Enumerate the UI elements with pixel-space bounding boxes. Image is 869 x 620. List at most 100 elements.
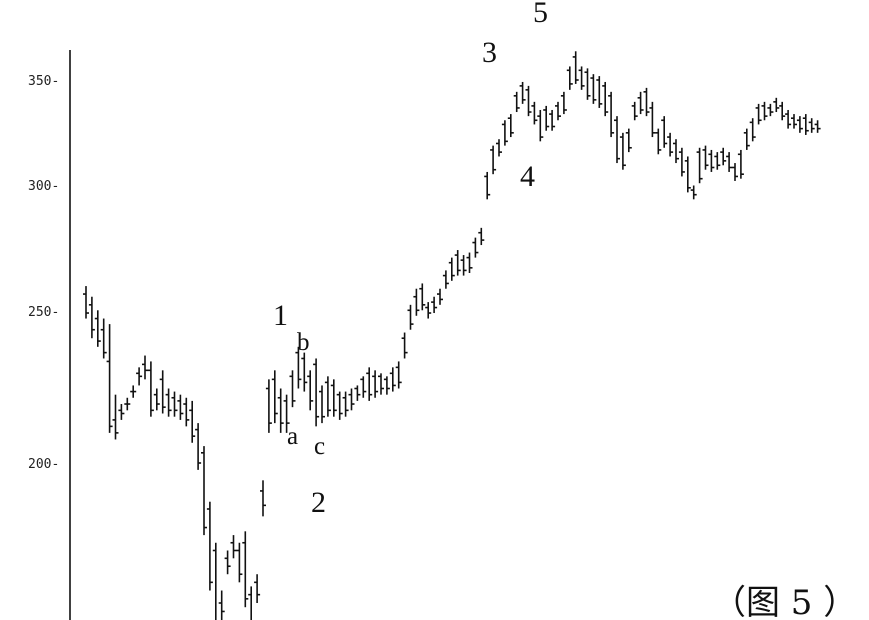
price-bar bbox=[442, 270, 449, 289]
price-bar bbox=[808, 118, 815, 133]
price-bar bbox=[336, 391, 343, 420]
wave-label-c: c bbox=[314, 433, 325, 460]
price-bar bbox=[301, 352, 308, 392]
price-bar bbox=[785, 109, 792, 129]
price-bar bbox=[779, 101, 786, 121]
price-bar bbox=[106, 324, 113, 433]
price-bar bbox=[183, 397, 190, 427]
price-bar bbox=[136, 367, 143, 386]
price-bar bbox=[796, 116, 803, 133]
price-bar bbox=[543, 105, 550, 131]
price-bar bbox=[395, 361, 402, 389]
price-bar bbox=[413, 288, 420, 316]
price-bar bbox=[625, 128, 632, 153]
price-bar bbox=[112, 394, 119, 440]
price-bar bbox=[708, 149, 715, 172]
price-bar bbox=[165, 388, 172, 417]
y-tick-label-200: 200- bbox=[28, 457, 59, 472]
price-bar bbox=[555, 101, 561, 121]
price-bar bbox=[814, 120, 821, 133]
price-bar bbox=[667, 132, 674, 157]
price-bars bbox=[83, 51, 821, 620]
price-bar bbox=[478, 227, 485, 246]
price-bar bbox=[608, 91, 615, 138]
price-bar bbox=[94, 310, 101, 347]
price-bar bbox=[389, 367, 396, 392]
price-bar bbox=[295, 346, 302, 389]
price-bar bbox=[354, 385, 361, 401]
price-bar bbox=[631, 101, 638, 121]
price-bar bbox=[619, 132, 626, 170]
price-bar bbox=[537, 109, 544, 142]
price-bar bbox=[678, 147, 685, 177]
price-bar bbox=[289, 370, 296, 408]
wave-label-a: a bbox=[287, 423, 298, 450]
price-bar bbox=[254, 574, 261, 604]
price-bar bbox=[401, 332, 408, 359]
price-bar bbox=[195, 423, 202, 470]
price-bar bbox=[720, 147, 727, 166]
price-bar bbox=[578, 66, 585, 90]
price-bar bbox=[643, 87, 650, 117]
price-bar bbox=[549, 109, 556, 131]
price-bar bbox=[142, 355, 148, 380]
price-bar bbox=[791, 114, 797, 129]
price-bar bbox=[171, 391, 178, 417]
price-bar bbox=[383, 376, 390, 395]
price-bar bbox=[466, 252, 473, 273]
price-bar bbox=[372, 370, 379, 398]
price-bar bbox=[602, 81, 609, 117]
price-bar bbox=[661, 116, 668, 148]
price-bar bbox=[525, 85, 532, 117]
price-bar bbox=[773, 97, 780, 113]
price-bar bbox=[88, 296, 95, 339]
y-tick-label-350: 350- bbox=[28, 74, 59, 89]
price-bar bbox=[147, 361, 154, 417]
price-bar bbox=[496, 139, 502, 157]
price-bar bbox=[531, 101, 538, 125]
price-bar bbox=[260, 480, 266, 517]
wave-label-4: 4 bbox=[520, 160, 535, 193]
price-bar bbox=[313, 358, 320, 427]
price-bar bbox=[519, 81, 526, 104]
price-bar bbox=[159, 370, 166, 414]
price-bar bbox=[425, 302, 432, 319]
price-bar bbox=[218, 590, 225, 620]
price-bar bbox=[507, 114, 514, 138]
price-bar bbox=[755, 103, 762, 125]
figure-label: （图 5 ） bbox=[712, 583, 857, 620]
price-bar bbox=[590, 74, 597, 104]
price-bar bbox=[802, 114, 809, 135]
price-bar bbox=[366, 367, 373, 401]
price-bar bbox=[330, 379, 337, 417]
price-bar bbox=[732, 163, 738, 181]
price-bar bbox=[637, 91, 644, 115]
price-bar bbox=[684, 156, 691, 193]
price-bar bbox=[448, 257, 455, 281]
price-bar bbox=[726, 152, 733, 172]
y-tick-label-300: 300- bbox=[28, 179, 59, 194]
price-bar bbox=[484, 171, 491, 200]
price-bar bbox=[714, 152, 721, 170]
price-bar bbox=[696, 147, 703, 184]
price-bar bbox=[737, 149, 744, 179]
price-bar bbox=[767, 103, 774, 117]
price-bar bbox=[378, 373, 384, 395]
price-bar bbox=[572, 51, 579, 84]
wave-label-3: 3 bbox=[482, 36, 497, 69]
price-bar bbox=[614, 116, 620, 164]
price-bar bbox=[130, 385, 137, 398]
wave-label-b: b bbox=[297, 329, 310, 356]
price-bar bbox=[360, 376, 367, 398]
price-bar bbox=[431, 296, 438, 314]
price-bar bbox=[702, 145, 709, 170]
price-bar bbox=[419, 283, 426, 311]
price-bar bbox=[596, 76, 603, 108]
price-bar bbox=[265, 379, 272, 433]
price-bar bbox=[153, 388, 160, 411]
price-bar bbox=[307, 370, 314, 411]
price-bar bbox=[177, 394, 184, 420]
price-bar bbox=[242, 531, 249, 608]
price-bar bbox=[118, 404, 125, 420]
